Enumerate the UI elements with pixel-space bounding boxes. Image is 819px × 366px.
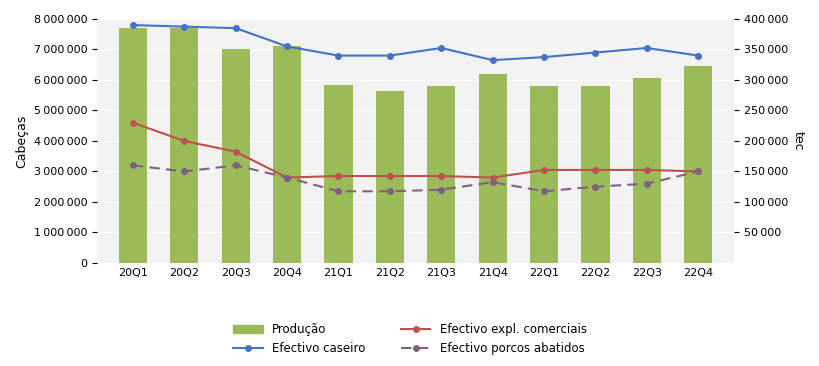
Efectivo caseiro — [693, 53, 703, 58]
Efectivo porcos abatidos — [230, 163, 240, 168]
Efectivo expl. comerciais — [333, 174, 343, 178]
Efectivo expl. comerciais — [693, 169, 703, 173]
Y-axis label: Cabeças: Cabeças — [15, 114, 28, 168]
Efectivo caseiro — [230, 26, 240, 30]
Efectivo expl. comerciais — [179, 139, 189, 143]
Efectivo caseiro — [179, 25, 189, 29]
Efectivo expl. comerciais — [384, 174, 394, 178]
Bar — [119, 28, 147, 263]
Efectivo expl. comerciais — [590, 168, 600, 172]
Line: Efectivo porcos abatidos: Efectivo porcos abatidos — [130, 163, 700, 194]
Efectivo porcos abatidos — [693, 169, 703, 173]
Bar — [632, 78, 660, 263]
Bar — [427, 86, 455, 263]
Efectivo expl. comerciais — [487, 175, 497, 180]
Bar — [529, 86, 558, 263]
Efectivo porcos abatidos — [384, 189, 394, 194]
Bar — [478, 74, 506, 263]
Efectivo caseiro — [128, 23, 138, 27]
Bar — [273, 46, 301, 263]
Efectivo porcos abatidos — [538, 189, 548, 194]
Bar — [221, 49, 250, 263]
Efectivo porcos abatidos — [333, 189, 343, 194]
Efectivo expl. comerciais — [230, 149, 240, 154]
Bar — [375, 91, 404, 263]
Efectivo porcos abatidos — [282, 175, 292, 180]
Efectivo porcos abatidos — [590, 184, 600, 189]
Line: Efectivo caseiro: Efectivo caseiro — [130, 22, 700, 63]
Efectivo caseiro — [538, 55, 548, 59]
Efectivo caseiro — [384, 53, 394, 58]
Efectivo caseiro — [487, 58, 497, 62]
Efectivo porcos abatidos — [436, 187, 446, 192]
Efectivo expl. comerciais — [641, 168, 651, 172]
Efectivo caseiro — [333, 53, 343, 58]
Efectivo expl. comerciais — [128, 120, 138, 125]
Efectivo expl. comerciais — [282, 175, 292, 180]
Efectivo caseiro — [641, 46, 651, 50]
Bar — [324, 85, 352, 263]
Y-axis label: tec: tec — [791, 131, 804, 151]
Efectivo porcos abatidos — [128, 163, 138, 168]
Line: Efectivo expl. comerciais: Efectivo expl. comerciais — [130, 120, 700, 180]
Efectivo caseiro — [436, 46, 446, 50]
Efectivo expl. comerciais — [436, 174, 446, 178]
Efectivo expl. comerciais — [538, 168, 548, 172]
Efectivo caseiro — [590, 51, 600, 55]
Efectivo caseiro — [282, 44, 292, 49]
Bar — [170, 28, 198, 263]
Efectivo porcos abatidos — [487, 180, 497, 184]
Efectivo porcos abatidos — [641, 182, 651, 186]
Legend: Produção, Efectivo caseiro, Efectivo expl. comerciais, Efectivo porcos abatidos: Produção, Efectivo caseiro, Efectivo exp… — [229, 319, 590, 360]
Bar — [683, 66, 712, 263]
Bar — [581, 86, 609, 263]
Efectivo porcos abatidos — [179, 169, 189, 173]
